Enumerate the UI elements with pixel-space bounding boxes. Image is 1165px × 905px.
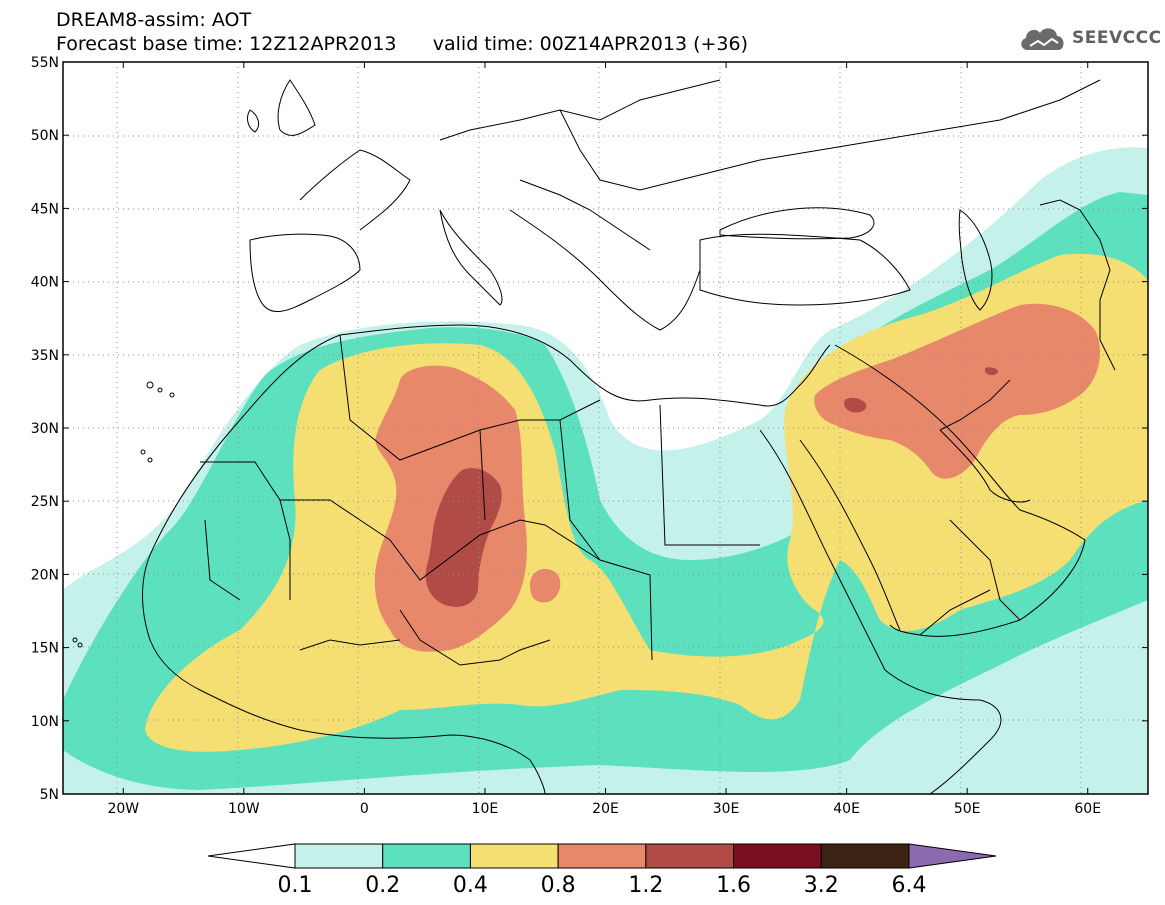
logo-text: SEEVCCC bbox=[1072, 28, 1162, 48]
lat-tick-label: 25N bbox=[31, 494, 59, 510]
lat-tick-label: 20N bbox=[31, 567, 59, 583]
colorbar-label: 0.4 bbox=[453, 873, 488, 898]
lat-tick-label: 45N bbox=[31, 201, 59, 217]
colorbar-swatch bbox=[469, 843, 559, 869]
map-plot-area bbox=[63, 62, 1148, 794]
lat-tick-label: 55N bbox=[31, 55, 59, 71]
lat-tick-label: 35N bbox=[31, 348, 59, 364]
colorbar-high-arrow bbox=[908, 843, 997, 869]
lon-tick-label: 60E bbox=[1074, 801, 1101, 817]
lat-tick-label: 10N bbox=[31, 714, 59, 730]
lat-tick-label: 15N bbox=[31, 641, 59, 657]
colorbar-swatch bbox=[820, 843, 910, 869]
aot-colorbar: 0.1 0.2 0.4 0.8 1.2 1.6 3.2 6.4 bbox=[207, 843, 997, 898]
lon-tick-label: 40E bbox=[833, 801, 860, 817]
colorbar-swatch bbox=[645, 843, 735, 869]
colorbar-label: 0.1 bbox=[278, 873, 313, 898]
longitude-axis: 20W 10W 0 10E 20E 30E 40E 50E 60E bbox=[107, 62, 1101, 817]
country-borders bbox=[200, 79, 1116, 666]
colorbar-swatch bbox=[294, 843, 384, 869]
aot-band-1.2 bbox=[425, 367, 998, 607]
colorbar-label: 3.2 bbox=[804, 873, 839, 898]
latitude-axis: 55N 50N 45N 40N 35N 30N 25N 20N 15N 10N 5N bbox=[31, 55, 1148, 803]
lon-tick-label: 50E bbox=[954, 801, 981, 817]
colorbar-swatch bbox=[382, 843, 471, 869]
lon-tick-label: 20W bbox=[107, 801, 139, 817]
colorbar-label: 1.6 bbox=[716, 873, 751, 898]
lon-tick-label: 0 bbox=[360, 801, 369, 817]
colorbar-low-arrow bbox=[207, 843, 296, 869]
lat-tick-label: 30N bbox=[31, 421, 59, 437]
lat-tick-label: 5N bbox=[40, 787, 59, 803]
colorbar-label: 0.8 bbox=[541, 873, 576, 898]
colorbar-label: 1.2 bbox=[628, 873, 663, 898]
seevccc-logo: SEEVCCC bbox=[1018, 24, 1162, 52]
cloud-icon bbox=[1021, 28, 1064, 50]
lon-tick-label: 10W bbox=[228, 801, 260, 817]
lon-tick-label: 10E bbox=[472, 801, 499, 817]
lat-tick-label: 40N bbox=[31, 275, 59, 291]
coastlines bbox=[72, 79, 1086, 794]
longitude-grid bbox=[116, 62, 1082, 794]
lon-tick-label: 30E bbox=[713, 801, 740, 817]
colorbar-swatch bbox=[557, 843, 647, 869]
map-title: DREAM8-assim: AOT bbox=[56, 9, 252, 31]
colorbar-swatch bbox=[733, 843, 822, 869]
colorbar-label: 6.4 bbox=[892, 873, 927, 898]
latitude-grid bbox=[63, 135, 1148, 721]
forecast-time-subtitle: Forecast base time: 12Z12APR2013 valid t… bbox=[56, 33, 749, 55]
lon-tick-label: 20E bbox=[592, 801, 619, 817]
lat-tick-label: 50N bbox=[31, 128, 59, 144]
colorbar-label: 0.2 bbox=[365, 873, 400, 898]
